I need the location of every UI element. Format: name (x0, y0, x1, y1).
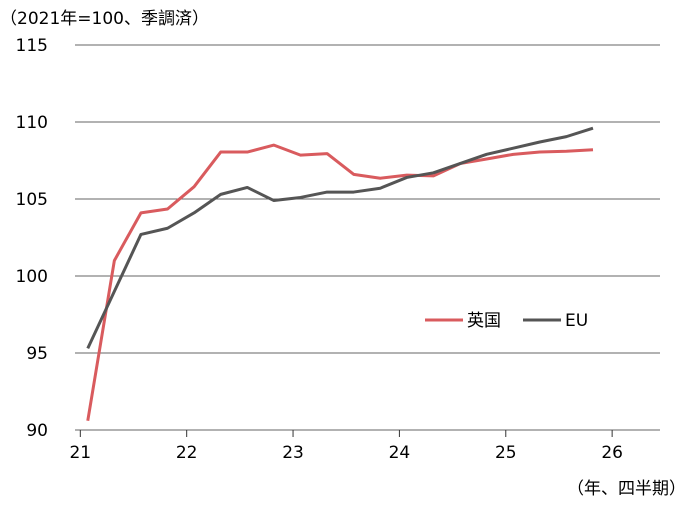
x-tick-label: 24 (389, 443, 411, 463)
legend-label: EU (565, 311, 588, 331)
y-tick-label: 100 (16, 267, 48, 287)
y-tick-label: 90 (26, 421, 48, 441)
x-tick-label: 25 (495, 443, 517, 463)
y-tick-label: 95 (26, 344, 48, 364)
x-tick-label: 22 (176, 443, 198, 463)
y-tick-label: 110 (16, 113, 48, 133)
series-line (86, 126, 594, 350)
series-line (86, 143, 594, 422)
legend-label: 英国 (467, 311, 501, 331)
x-axis-label: （年、四半期） (567, 479, 686, 499)
x-tick-label: 23 (282, 443, 304, 463)
x-tick-label: 21 (69, 443, 91, 463)
x-tick-label: 26 (601, 443, 623, 463)
y-tick-label: 105 (16, 190, 48, 210)
y-axis-label: （2021年=100、季調済） (0, 9, 209, 29)
y-tick-label: 115 (16, 36, 48, 56)
